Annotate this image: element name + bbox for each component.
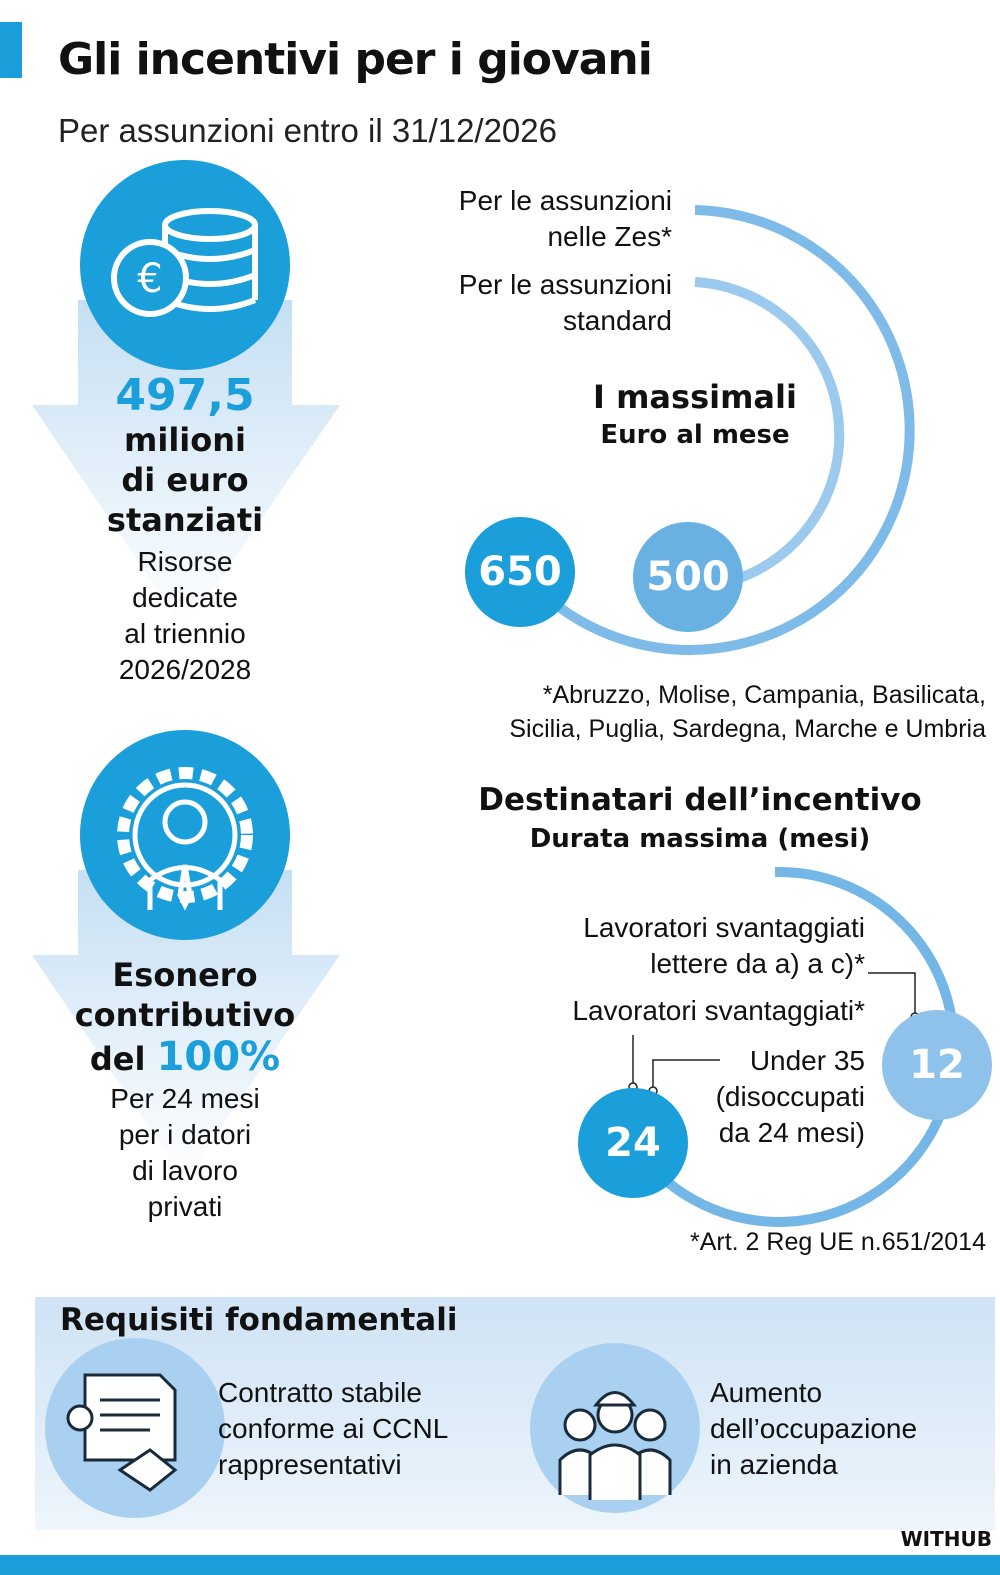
funds-block: 497,5 milioni di euro stanziati Risorse …: [30, 372, 340, 688]
svg-text:€: €: [137, 256, 162, 302]
zes-label: Per le assunzioni: [458, 185, 672, 216]
arc-standard: [694, 277, 845, 583]
requisito-2: dell’occupazione: [710, 1413, 918, 1444]
funds-desc: Risorse: [137, 546, 233, 577]
exemption-desc: di lavoro: [132, 1155, 238, 1186]
exemption-block: Esonero contributivo del 100% Per 24 mes…: [30, 955, 340, 1225]
exemption-desc: privati: [147, 1191, 223, 1222]
destinatari-footnote: *Art. 2 Reg UE n.651/2014: [689, 1228, 986, 1256]
zes-label: nelle Zes*: [547, 221, 672, 252]
arc-zes: [516, 205, 915, 655]
funds-amount: 497,5: [115, 370, 255, 421]
massimali-footnote: *Abruzzo, Molise, Campania, Basilicata,: [542, 681, 986, 709]
standard-label: standard: [563, 305, 672, 336]
funds-line1: milioni: [124, 421, 246, 459]
exemption-desc: per i datori: [118, 1119, 252, 1150]
destinatari-title: Destinatari dell’incentivo: [478, 782, 922, 818]
arrow-shape: [32, 300, 340, 630]
exemption-line1: Esonero: [112, 956, 258, 994]
exemption-percent: 100%: [156, 1034, 281, 1080]
value-12: 12: [882, 1010, 992, 1120]
requisito-2: Aumento: [710, 1377, 823, 1408]
arrow-shape: [32, 870, 340, 1180]
label-ac: Lavoratori svantaggiati: [583, 912, 865, 943]
label-ac: lettere da a) a c)*: [650, 948, 865, 979]
page-title: Gli incentivi per i giovani: [58, 34, 653, 85]
massimali-footnote: Sicilia, Puglia, Sardegna, Marche e Umbr…: [509, 715, 986, 743]
label-under35: da 24 mesi): [718, 1117, 865, 1148]
label-under35: Under 35: [749, 1045, 865, 1076]
exemption-line2: contributivo: [74, 996, 296, 1034]
destinatari-subtitle: Durata massima (mesi): [529, 824, 871, 854]
value-24: 24: [578, 1088, 688, 1198]
footer-bar: [0, 1555, 1000, 1575]
funds-line2: di euro: [121, 461, 249, 499]
accent-bar: [0, 22, 22, 78]
standard-label: Per le assunzioni: [458, 269, 672, 300]
requisito-1: conforme ai CCNL: [218, 1413, 449, 1444]
funds-line3: stanziati: [106, 501, 264, 539]
funds-desc: dedicate: [132, 582, 238, 613]
funds-desc: 2026/2028: [118, 654, 252, 685]
exemption-desc: Per 24 mesi: [110, 1083, 260, 1114]
requisiti-title: Requisiti fondamentali: [60, 1302, 458, 1338]
requisito-2: in azienda: [710, 1449, 838, 1480]
label-under35: (disoccupati: [715, 1081, 865, 1112]
exemption-prefix: del: [89, 1040, 146, 1078]
standard-value: 500: [633, 522, 743, 632]
requisito-1: rappresentativi: [218, 1449, 402, 1480]
brand-logo: WITHUB: [900, 1527, 992, 1551]
arc-destinatari: [627, 866, 959, 1227]
massimali-title: I massimali: [593, 378, 797, 416]
requisito-1: Contratto stabile: [218, 1377, 422, 1408]
funds-desc: al triennio: [124, 618, 246, 649]
page-subtitle: Per assunzioni entro il 31/12/2026: [58, 112, 557, 149]
massimali-subtitle: Euro al mese: [600, 420, 790, 450]
label-svantaggiati: Lavoratori svantaggiati*: [572, 995, 865, 1026]
zes-value: 650: [465, 517, 575, 627]
